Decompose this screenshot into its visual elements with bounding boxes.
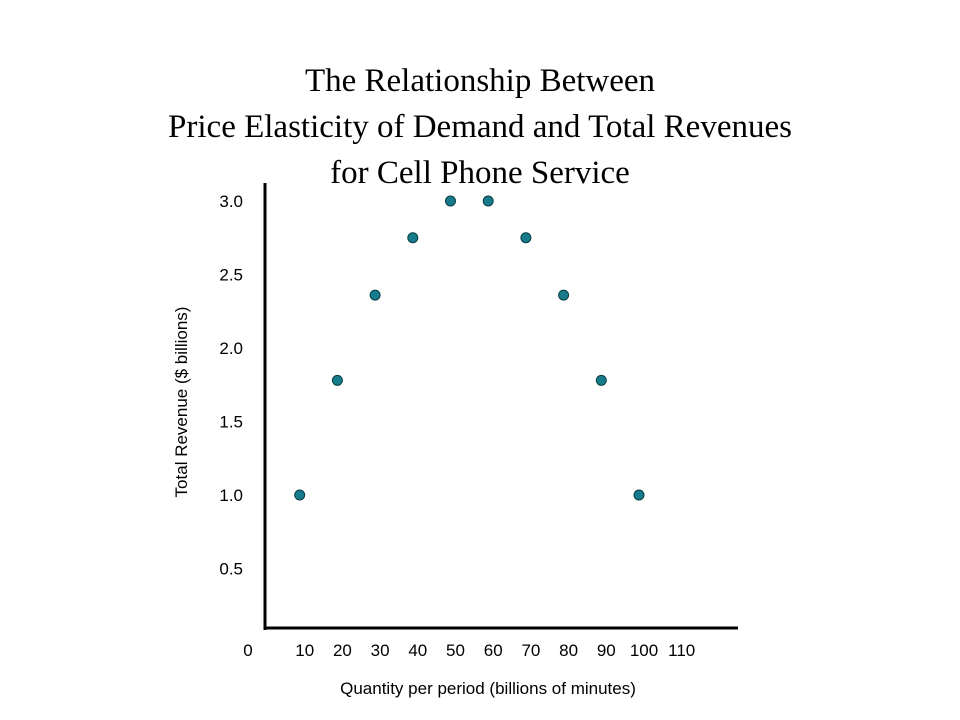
data-points [294, 195, 645, 501]
x-tick-label: 50 [446, 641, 465, 660]
data-point [369, 289, 381, 301]
data-point [595, 374, 607, 386]
x-tick-label: 60 [484, 641, 503, 660]
data-point [482, 195, 494, 207]
x-tick-label: 30 [371, 641, 390, 660]
chart-title-line-1: The Relationship Between [304, 63, 656, 99]
chart-title-line-2: Price Elasticity of Demand and Total Rev… [168, 109, 792, 145]
y-tick-label: 1.5 [219, 413, 243, 432]
data-point [445, 195, 456, 207]
y-tick-label: 1.0 [219, 486, 243, 505]
data-point [520, 232, 532, 244]
x-tick-label: 100 [630, 641, 658, 660]
y-tick-label: 0.5 [219, 560, 243, 579]
x-tick-label: 0 [243, 641, 252, 660]
x-tick-label: 110 [668, 641, 695, 660]
data-point [558, 289, 570, 301]
x-tick-labels: 0 10 20 30 40 50 60 70 80 90 100 110 [243, 641, 695, 660]
x-tick-label: 40 [408, 641, 427, 660]
chart-title: The Relationship Between Price Elasticit… [0, 58, 960, 196]
x-tick-label: 20 [333, 641, 352, 660]
y-tick-label: 2.0 [219, 339, 243, 358]
data-point [407, 232, 419, 244]
y-tick-labels: 0.5 1.0 1.5 2.0 2.5 3.0 [219, 192, 243, 579]
chart-title-line-3: for Cell Phone Service [330, 155, 630, 191]
y-axis-label: Total Revenue ($ billions) [172, 307, 191, 498]
x-tick-label: 70 [521, 641, 540, 660]
y-tick-label: 3.0 [219, 192, 243, 211]
data-point [294, 489, 306, 501]
data-point [331, 374, 343, 386]
x-tick-label: 10 [295, 641, 314, 660]
x-axis-label: Quantity per period (billions of minutes… [340, 679, 636, 698]
axes [263, 183, 738, 630]
y-tick-label: 2.5 [219, 266, 243, 285]
x-tick-label: 80 [559, 641, 578, 660]
x-tick-label: 90 [597, 641, 616, 660]
data-point [633, 489, 645, 501]
